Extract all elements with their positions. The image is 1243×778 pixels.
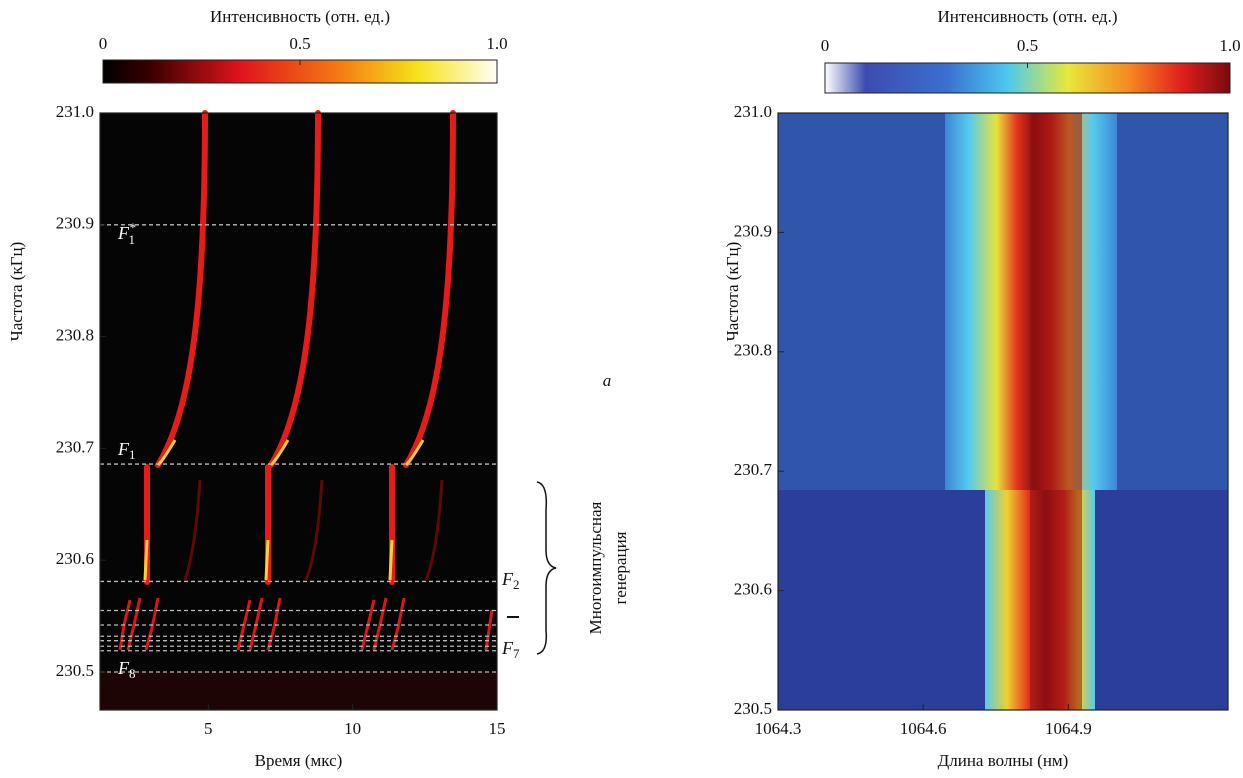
level-label: F8 [117,658,136,681]
x-tick-label: 10 [344,719,361,738]
level-label-text: F [501,569,514,589]
level-label-sub: 8 [129,666,136,681]
level-label-sub: 1 [129,232,136,247]
colorbar-title: Интенсивность (отн. ед.) [210,7,390,26]
y-tick-label: 230.9 [734,221,772,240]
y-tick-label: 230.9 [56,214,94,233]
colorbar-tick-label: 0 [99,34,108,53]
x-tick-label: 1064.9 [1045,719,1092,738]
y-tick-label: 230.6 [56,549,94,568]
x-tick-label: 1064.3 [755,719,802,738]
y-tick-label: 230.8 [56,326,94,345]
plot-frame [777,112,1229,711]
x-axis-label: Длина волны (нм) [938,751,1069,770]
x-axis-label: Время (мкс) [255,751,343,770]
right-heatmap-image [778,113,1228,710]
level-label: F1 [117,439,136,462]
level-label-text: F [501,638,514,658]
y-tick-label: 230.8 [734,341,772,360]
panel-label: a [603,371,612,390]
y-tick-label: 230.7 [56,437,95,456]
colorbar-tick-label: 1.0 [1219,36,1240,55]
colorbar-tick-label: 0 [821,36,830,55]
level-label-text: F [117,223,130,243]
y-tick-label: 230.5 [56,661,94,680]
x-tick-label: 5 [204,719,213,738]
y-tick-label: 230.5 [734,699,772,718]
colorbar-title: Интенсивность (отн. ед.) [938,7,1118,26]
x-tick-label: 15 [489,719,506,738]
level-label-sup: * [129,220,136,235]
x-tick-label: 1064.6 [900,719,947,738]
level-label-text: F [117,439,130,459]
level-label-sub: 2 [513,577,520,592]
y-axis-label: Частота (кГц) [7,242,26,342]
colorbar-tick-label: 0.5 [1017,36,1038,55]
bracket-text: Многоимпульсная [586,501,605,634]
bracket-text: генерация [611,531,630,604]
level-label-sub: 7 [513,646,520,661]
level-label-sub: 1 [129,447,136,462]
y-axis-label: Частота (кГц) [723,242,742,342]
level-label: F2 [501,569,520,592]
level-label: F* 1 [117,220,136,247]
level-label-text: F [117,658,130,678]
level-label: F7 [501,638,520,661]
plot-frame [99,112,498,711]
y-tick-label: 230.7 [734,460,773,479]
left-heatmap-image [100,110,557,710]
y-tick-label: 231.0 [734,102,772,121]
y-tick-label: 230.6 [734,580,772,599]
colorbar-tick-label: 0.5 [289,34,310,53]
y-tick-label: 231.0 [56,102,94,121]
colorbar-tick-label: 1.0 [486,34,507,53]
